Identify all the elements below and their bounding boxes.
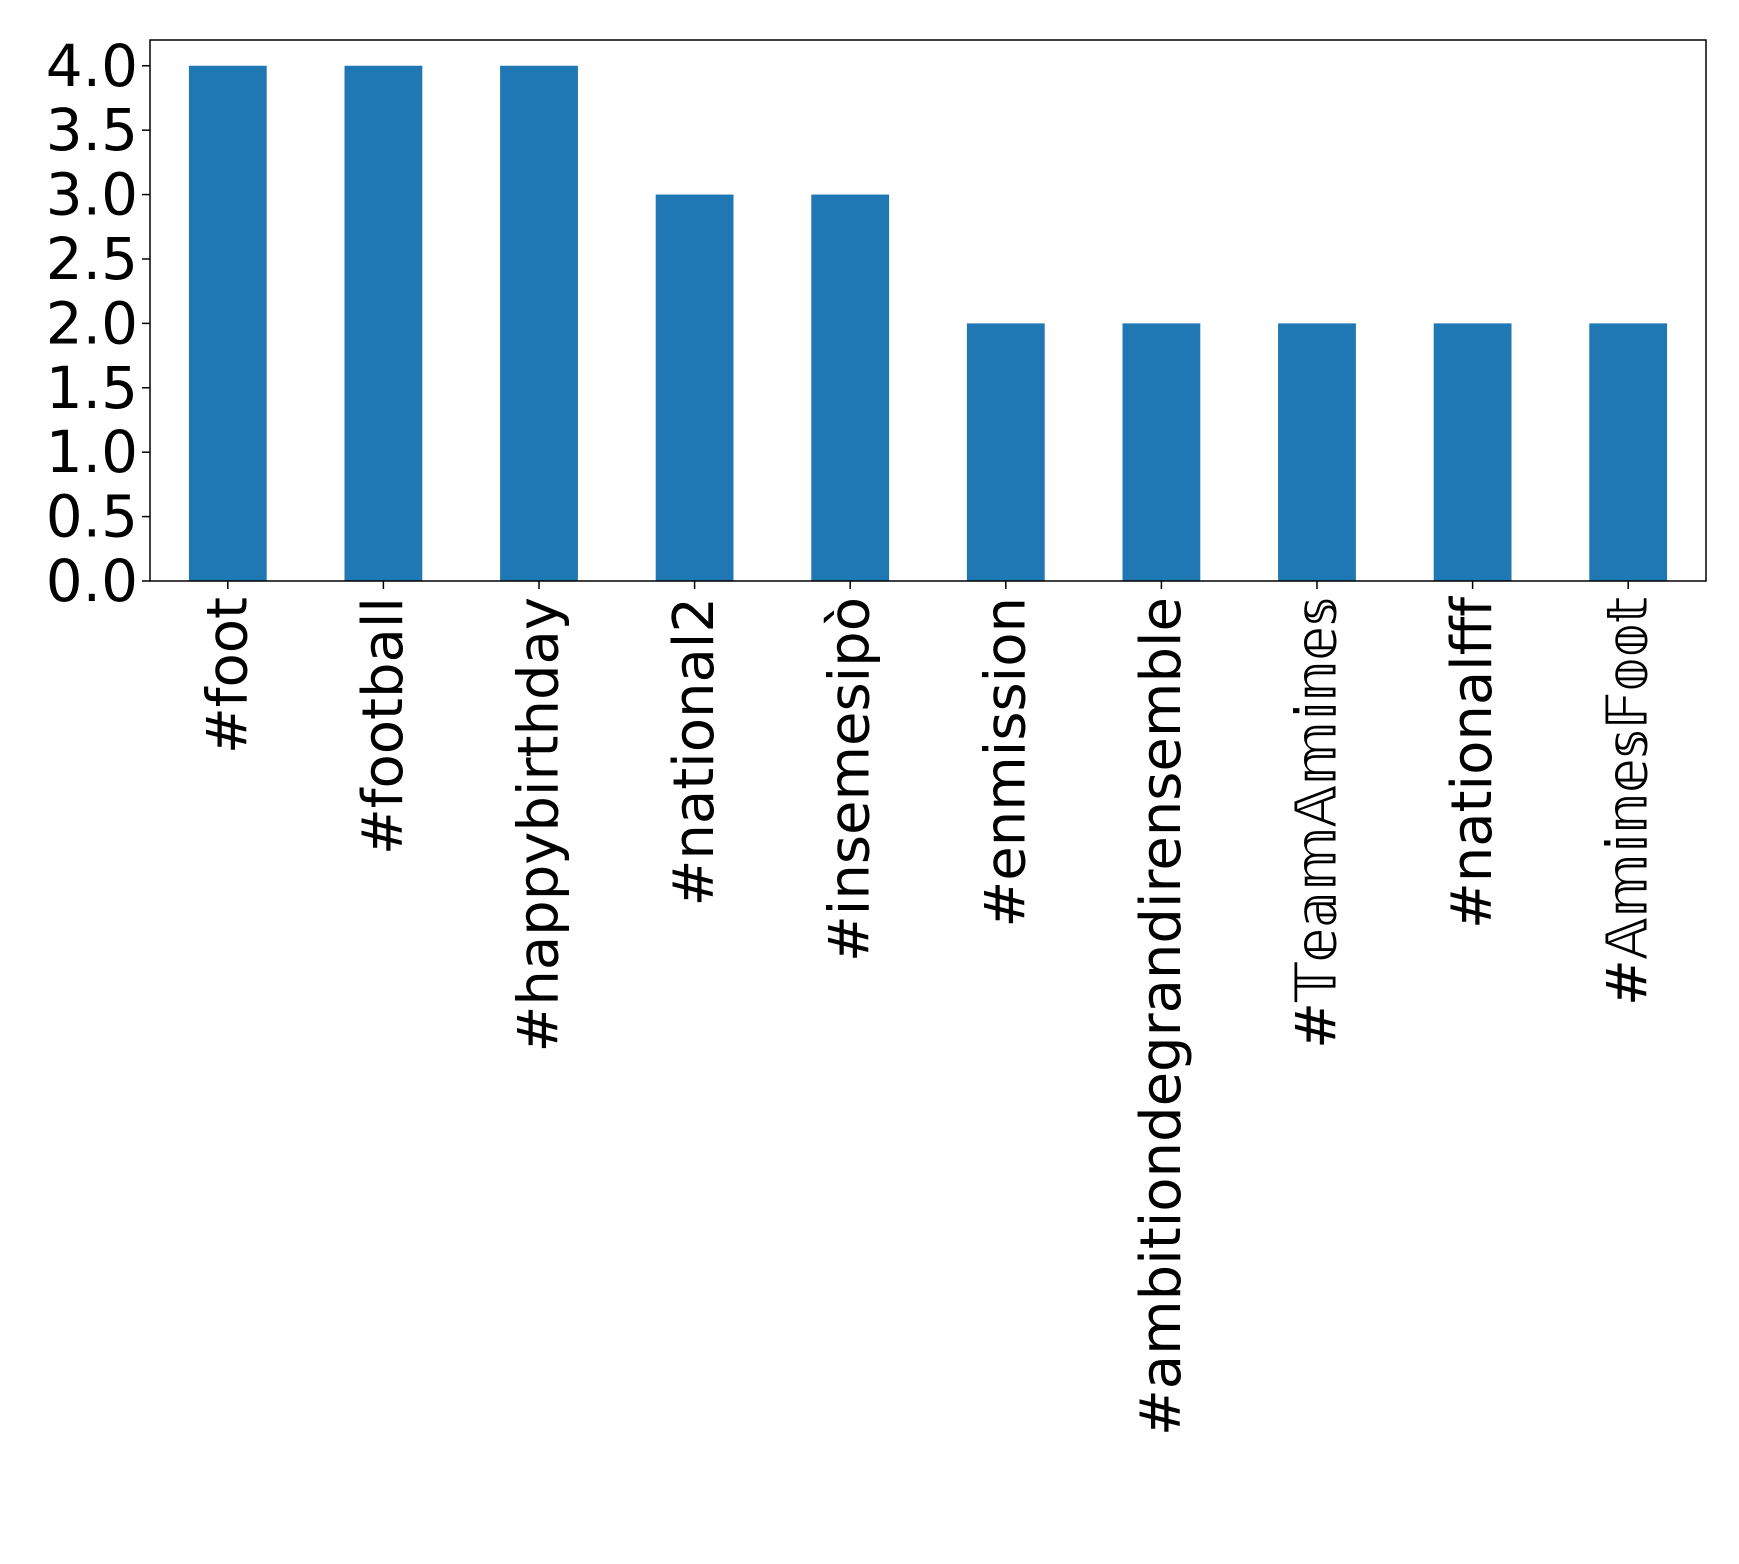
bars-group (188, 65, 1668, 582)
x-tick-label-5: #enmission (973, 597, 1038, 928)
x-tick-label-7: #𝕋𝕖𝕒𝕞𝔸𝕞𝕚𝕟𝕖𝕤 (1285, 597, 1350, 1049)
bar-3 (655, 194, 734, 582)
y-tick-label-5: 2.5 (46, 225, 138, 293)
y-tick-label-7: 3.5 (46, 96, 138, 164)
x-tick-label-8: #nationalfff (1440, 596, 1505, 929)
bar-4 (811, 194, 890, 582)
y-tick-label-6: 3.0 (46, 161, 138, 229)
y-tick-label-1: 0.5 (46, 483, 138, 551)
x-tick-label-1: #football (351, 597, 416, 855)
y-axis: 0.00.51.01.52.02.53.03.54.0 (46, 32, 150, 615)
bar-6 (1122, 323, 1201, 581)
y-tick-label-2: 1.0 (46, 418, 138, 486)
bar-1 (344, 65, 423, 581)
x-tick-label-6: #ambitiondegrandirensemble (1129, 597, 1194, 1436)
bar-2 (500, 65, 578, 581)
x-tick-label-4: #insemesipò (818, 597, 883, 962)
y-tick-label-0: 0.0 (46, 547, 138, 615)
x-tick-label-2: #happybirthday (507, 597, 572, 1053)
x-axis: #foot #football #happybirthday #national2 #i… (195, 581, 1661, 1436)
bar-7 (1278, 323, 1356, 581)
bar-9 (1589, 323, 1668, 581)
x-tick-label-0: #foot (195, 597, 260, 754)
y-tick-label-4: 2.0 (46, 289, 138, 357)
bar-5 (966, 323, 1045, 581)
bar-0 (188, 65, 267, 581)
plot-frame (149, 39, 1707, 582)
y-tick-label-8: 4.0 (46, 32, 138, 100)
y-tick-label-3: 1.5 (46, 354, 138, 422)
x-tick-label-9: #𝔸𝕞𝕚𝕟𝕖𝕤𝔽𝕠𝕠𝕥 (1596, 597, 1661, 1006)
bar-8 (1433, 323, 1512, 581)
x-tick-label-3: #national2 (662, 597, 727, 907)
